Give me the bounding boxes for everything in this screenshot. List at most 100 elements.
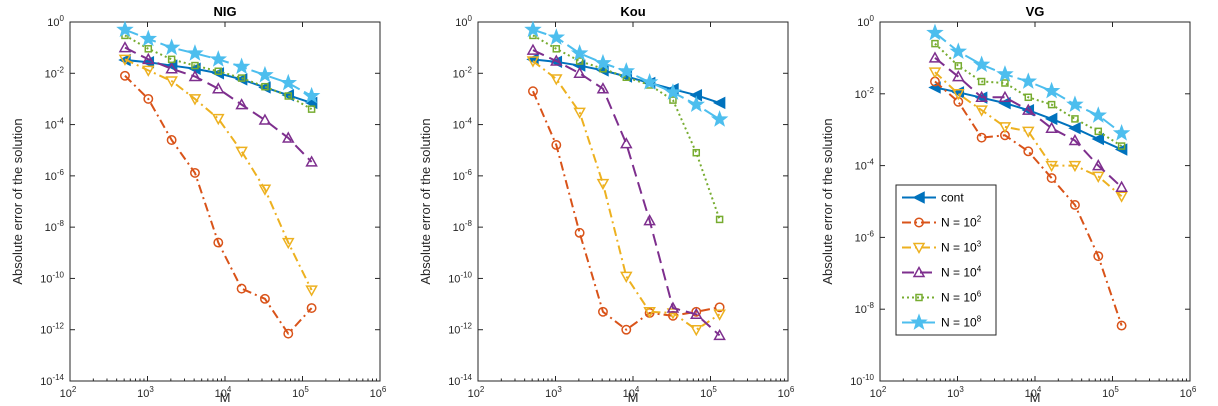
data-point — [692, 148, 701, 157]
data-point — [279, 73, 298, 91]
y-tick-label: 10-6 — [45, 168, 65, 183]
x-tick-label: 105 — [1102, 385, 1119, 400]
legend-marker — [910, 313, 928, 330]
data-point — [236, 283, 247, 294]
x-axis-label: M — [220, 390, 231, 405]
x-tick-label: 102 — [60, 385, 77, 400]
data-point — [528, 86, 538, 97]
data-point — [258, 113, 272, 125]
chart-title: Kou — [620, 4, 645, 19]
y-axis-label: Absolute error of the solution — [820, 118, 835, 284]
legend-label: N = 103 — [941, 240, 982, 255]
data-point — [306, 303, 317, 313]
y-tick-label: 10-4 — [453, 117, 473, 132]
data-point — [1045, 160, 1058, 173]
x-tick-label: 104 — [623, 385, 640, 400]
y-tick-label: 10-2 — [855, 86, 875, 101]
x-tick-label: 106 — [370, 385, 387, 400]
data-point — [1068, 133, 1082, 146]
data-point — [191, 61, 199, 70]
x-tick-label: 102 — [468, 385, 485, 400]
data-point — [952, 70, 965, 82]
series-n-10-4 — [118, 41, 318, 167]
x-axis-label: M — [628, 390, 639, 405]
data-point — [926, 23, 944, 41]
legend-marker — [912, 191, 925, 204]
series-n-10-4 — [526, 43, 726, 341]
data-point — [1045, 121, 1058, 133]
data-point — [573, 107, 586, 119]
data-point — [237, 74, 246, 82]
data-point — [118, 41, 132, 53]
legend-item-n-10-3: N = 103 — [902, 240, 982, 255]
axes-box — [69, 21, 381, 382]
data-point — [1093, 251, 1104, 262]
data-point — [1071, 115, 1079, 123]
data-point — [188, 69, 202, 82]
data-point — [302, 86, 321, 104]
data-point — [551, 140, 562, 150]
legend-label: N = 104 — [941, 265, 982, 280]
series-n-10-2 — [930, 76, 1127, 331]
data-point — [643, 214, 656, 226]
data-point — [1112, 124, 1131, 141]
x-axis-label: M — [1030, 390, 1041, 405]
data-point — [118, 54, 132, 66]
legend-marker — [914, 217, 924, 228]
legend-item-n-10-4: N = 104 — [902, 265, 982, 280]
y-tick-label: 10-4 — [45, 117, 65, 132]
data-point — [1066, 95, 1084, 113]
legend-label: N = 108 — [941, 315, 982, 330]
data-point — [282, 237, 295, 250]
data-point — [669, 96, 677, 104]
data-point — [1115, 191, 1128, 203]
legend-item-n-10-8: N = 108 — [902, 313, 982, 330]
data-point — [1094, 127, 1103, 136]
y-tick-label: 100 — [857, 14, 874, 29]
series-line-n-10-2 — [124, 75, 313, 335]
y-tick-label: 10-8 — [45, 219, 65, 234]
data-point — [620, 137, 633, 149]
data-point — [620, 271, 633, 283]
y-tick-label: 100 — [455, 14, 472, 29]
y-tick-label: 10-14 — [40, 373, 64, 388]
data-point — [1115, 180, 1128, 192]
legend-marker — [912, 265, 926, 278]
series-line-n-10-2 — [934, 80, 1123, 326]
y-tick-label: 10-6 — [855, 229, 875, 244]
x-tick-label: 102 — [870, 385, 887, 400]
x-tick-label: 103 — [545, 385, 562, 400]
x-tick-label: 104 — [1025, 385, 1042, 400]
data-point — [256, 65, 274, 83]
y-tick-label: 10-6 — [453, 168, 473, 183]
data-point — [1047, 100, 1056, 109]
data-point — [139, 29, 158, 47]
data-point — [162, 38, 181, 56]
y-tick-label: 10-2 — [453, 65, 473, 80]
data-point — [1001, 79, 1009, 87]
data-point — [261, 82, 269, 91]
data-point — [643, 307, 656, 319]
series-line-n-10-4 — [532, 49, 721, 337]
data-point — [1044, 112, 1058, 126]
data-point — [714, 302, 725, 313]
data-point — [1116, 320, 1127, 331]
data-point — [116, 20, 134, 38]
data-point — [144, 45, 153, 53]
series-line-n-10-3 — [532, 60, 721, 331]
series-n-10-3 — [526, 56, 726, 337]
series-n-10-8 — [926, 23, 1131, 141]
data-point — [214, 67, 223, 76]
data-point — [1023, 146, 1034, 157]
series-line-n-10-6 — [124, 34, 313, 111]
data-point — [1089, 106, 1108, 123]
legend-label: N = 102 — [941, 215, 982, 230]
data-point — [596, 82, 610, 94]
data-point — [526, 56, 540, 68]
y-tick-label: 10-12 — [448, 322, 472, 337]
x-tick-label: 105 — [700, 385, 717, 400]
legend-marker — [912, 242, 926, 255]
data-point — [212, 82, 225, 94]
data-point — [573, 66, 586, 79]
data-point — [143, 93, 154, 104]
